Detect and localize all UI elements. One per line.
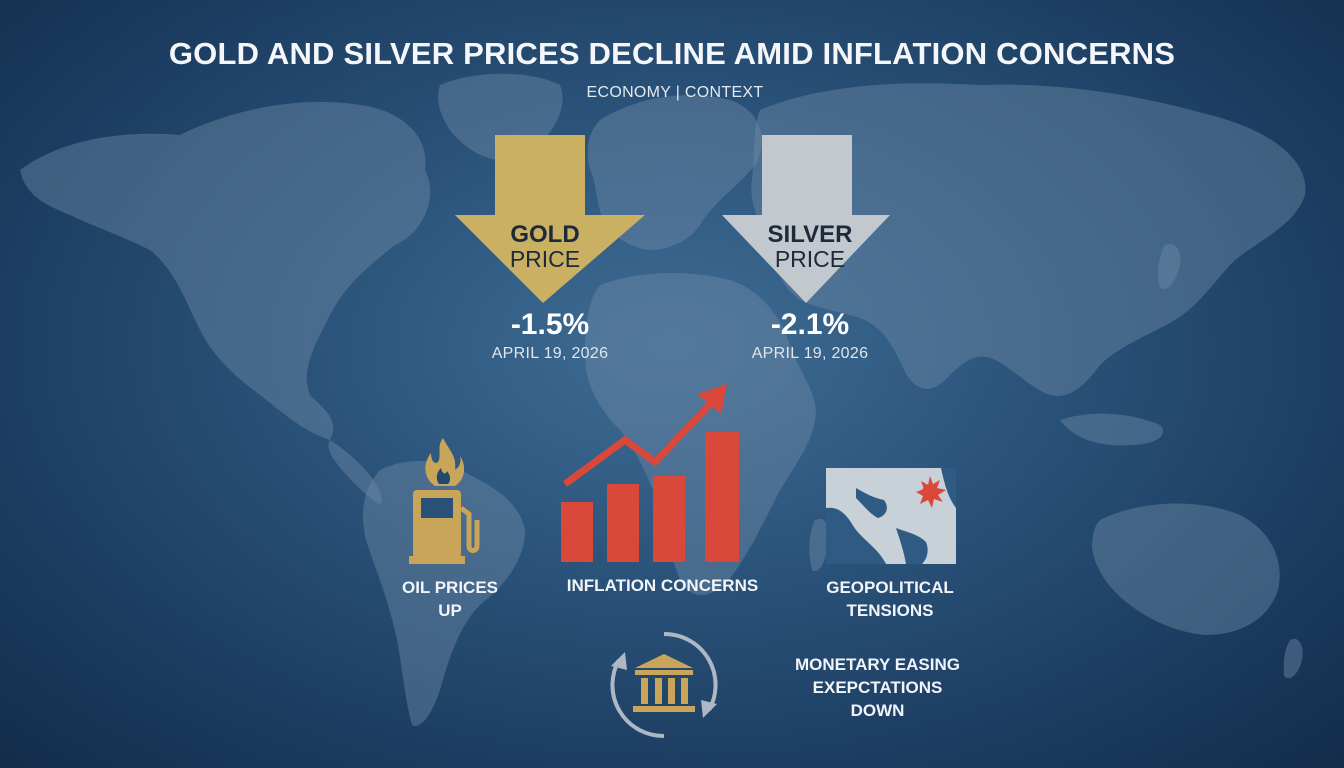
rising-bar-chart-icon bbox=[561, 384, 739, 562]
gold-down-arrow-icon bbox=[455, 135, 645, 303]
middle-east-map-icon bbox=[826, 468, 956, 564]
gas-pump-flame-icon bbox=[409, 438, 480, 564]
gold-change-value: -1.5% bbox=[510, 308, 590, 341]
bank-cycle-icon bbox=[610, 631, 718, 739]
silver-arrow-label: SILVER PRICE bbox=[735, 222, 885, 272]
category-subtitle: ECONOMY | CONTEXT bbox=[586, 84, 764, 101]
gold-arrow-label: GOLD PRICE bbox=[470, 222, 620, 272]
silver-name: SILVER bbox=[767, 221, 853, 248]
silver-price-label: PRICE bbox=[774, 246, 846, 272]
monetary-easing-label: MONETARY EASING EXEPCTATIONS DOWN bbox=[795, 655, 960, 720]
gold-price-label: PRICE bbox=[509, 246, 581, 272]
silver-down-arrow-icon bbox=[722, 135, 890, 303]
oil-prices-label: OIL PRICES UP bbox=[401, 578, 499, 620]
silver-date: APRIL 19, 2026 bbox=[751, 345, 869, 362]
inflation-concerns-label: INFLATION CONCERNS bbox=[566, 576, 759, 595]
geopolitical-tensions-label: GEOPOLITICAL TENSIONS bbox=[826, 578, 954, 620]
silver-change-value: -2.1% bbox=[770, 308, 850, 341]
gold-date: APRIL 19, 2026 bbox=[491, 345, 609, 362]
gold-name: GOLD bbox=[510, 221, 580, 248]
page-title: GOLD AND SILVER PRICES DECLINE AMID INFL… bbox=[168, 36, 1176, 71]
